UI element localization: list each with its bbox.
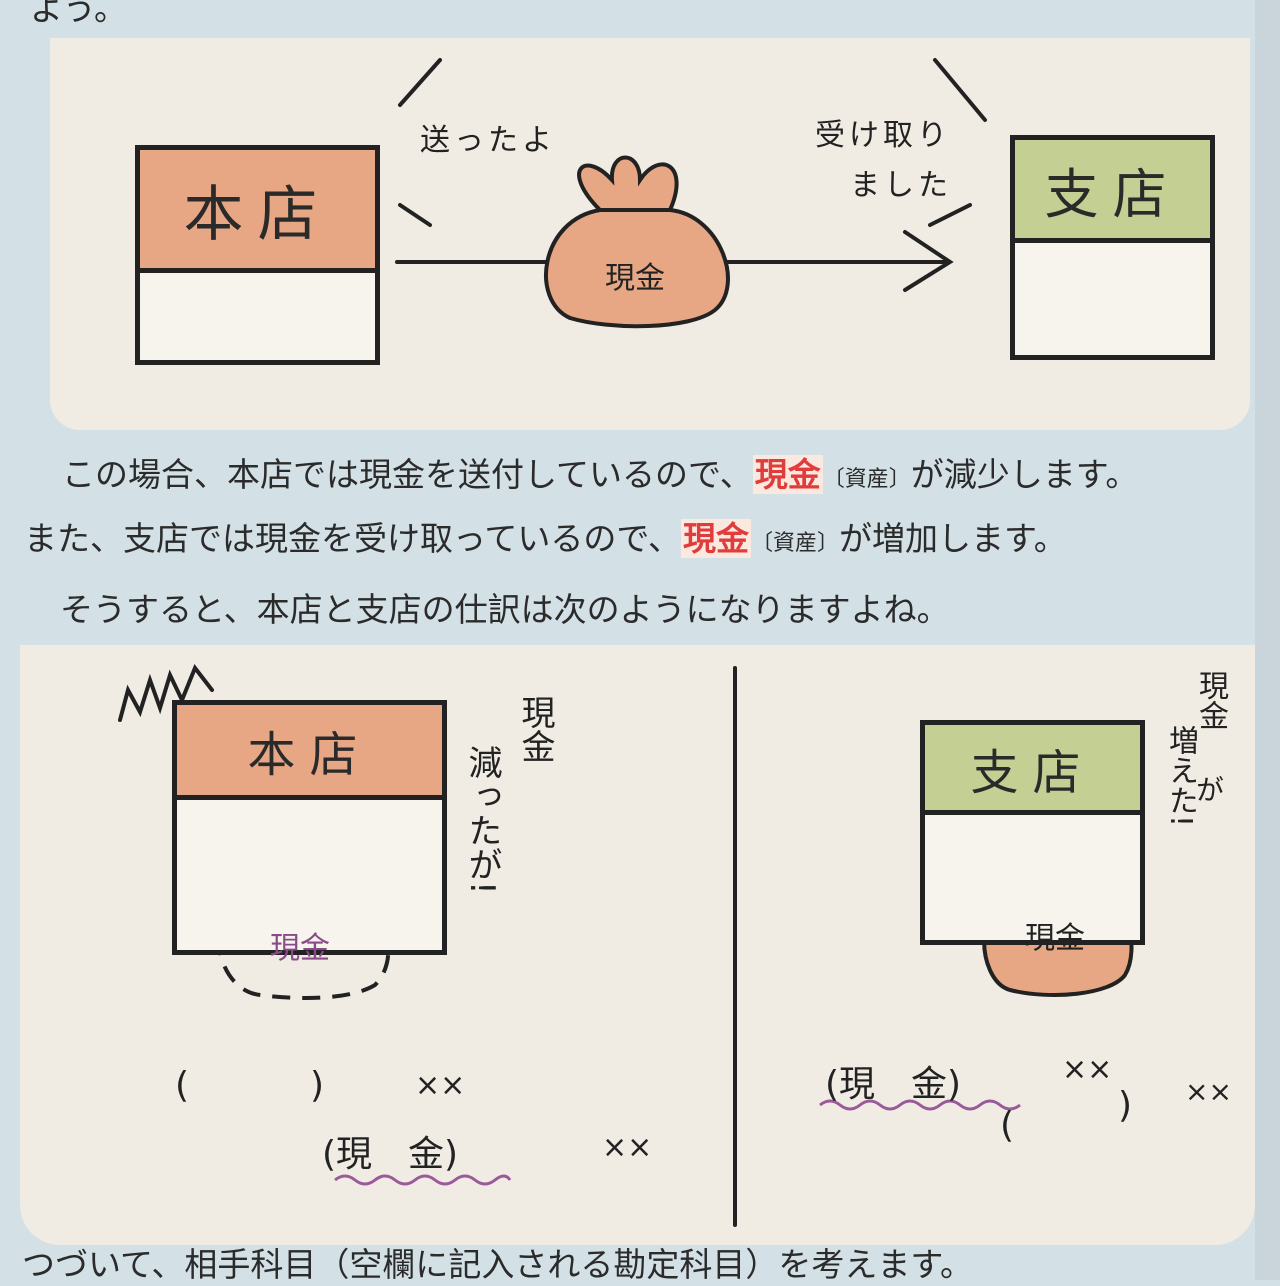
missing-bag-label: 現金 bbox=[270, 931, 330, 966]
bottom-text: つづいて、相手科目（空欄に記入される勘定科目）を考えます。 bbox=[22, 1245, 974, 1284]
entry-paren: ) bbox=[1118, 1085, 1133, 1126]
entry-paren: ( bbox=[1000, 1105, 1015, 1146]
head-caption-1: 現金 bbox=[515, 695, 555, 763]
term-tag: 〔資産〕 bbox=[822, 467, 911, 492]
term-tag: 〔資産〕 bbox=[751, 531, 840, 556]
text: また、支店では現金を受け取っているので、 bbox=[24, 519, 682, 558]
head-office-box-2: 本店 bbox=[172, 700, 447, 955]
arrow-head bbox=[903, 230, 954, 292]
wavy-underline-head bbox=[334, 1174, 512, 1186]
received-speech-1: 受け取り bbox=[815, 118, 951, 153]
highlight-term: 現金 bbox=[752, 455, 823, 494]
wavy-underline-branch bbox=[819, 1099, 1021, 1111]
entry-paren: ) bbox=[310, 1065, 325, 1106]
branch-bag-label: 現金 bbox=[1025, 921, 1085, 956]
entry-account: (現 金) bbox=[825, 1064, 962, 1105]
entry-account: (現 金) bbox=[322, 1134, 459, 1175]
text: が減少します。 bbox=[910, 455, 1139, 494]
text: この場合、本店では現金を送付しているので、 bbox=[62, 455, 753, 494]
paragraph-line-3: そうすると、本店と支店の仕訳は次のようになりますよね。 bbox=[60, 590, 950, 629]
branch-box: 支店 bbox=[1010, 135, 1215, 360]
branch-box-2: 支店 bbox=[920, 720, 1145, 945]
branch-caption-mid: が bbox=[1192, 775, 1225, 803]
entry-paren: ( bbox=[175, 1065, 190, 1106]
money-bag-icon bbox=[544, 155, 730, 329]
received-speech-2: ました bbox=[850, 168, 952, 203]
branch-label-2: 支店 bbox=[925, 725, 1140, 815]
head-office-box: 本店 bbox=[135, 145, 380, 365]
branch-caption-2: 増えた! bbox=[1163, 725, 1198, 828]
entry-amount: ×× bbox=[602, 1130, 653, 1165]
head-caption-2: 減ったが! bbox=[462, 745, 502, 895]
bag-label: 現金 bbox=[605, 261, 665, 296]
paragraph-line-1: この場合、本店では現金を送付しているので、現金〔資産〕が減少します。 bbox=[62, 448, 1138, 496]
entry-amount: ×× bbox=[415, 1068, 466, 1103]
head-office-label: 本店 bbox=[140, 150, 375, 273]
highlight-term: 現金 bbox=[681, 519, 752, 558]
top-partial-text: よう。 bbox=[30, 0, 128, 28]
paragraph-line-2: また、支店では現金を受け取っているので、現金〔資産〕が増加します。 bbox=[24, 512, 1067, 560]
sent-speech: 送ったよ bbox=[420, 123, 556, 158]
page-edge bbox=[1255, 0, 1280, 1280]
head-office-label-2: 本店 bbox=[177, 705, 442, 800]
text: が増加します。 bbox=[839, 519, 1067, 558]
branch-label: 支店 bbox=[1015, 140, 1210, 243]
entry-amount: ×× bbox=[1185, 1075, 1232, 1108]
entry-amount: ×× bbox=[1062, 1052, 1113, 1087]
branch-caption-1: 現金 bbox=[1193, 670, 1228, 730]
